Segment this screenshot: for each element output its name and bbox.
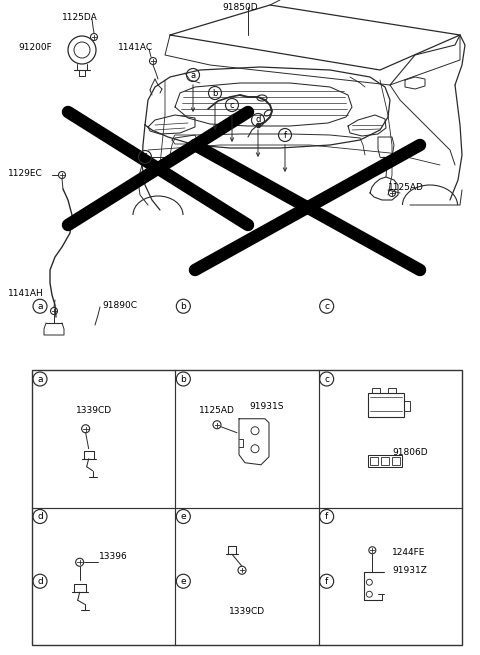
Bar (371, 457, 378, 465)
Bar (32, 370, 462, 645)
Text: b: b (180, 302, 186, 310)
Text: f: f (144, 153, 146, 162)
Text: 91850D: 91850D (222, 3, 258, 12)
Bar (392, 457, 400, 465)
Text: c: c (230, 100, 234, 109)
Text: 1339CD: 1339CD (229, 607, 265, 616)
Bar (368, 455, 402, 467)
Text: 1141AH: 1141AH (8, 288, 44, 297)
Text: a: a (37, 375, 43, 383)
Text: e: e (180, 512, 186, 521)
Text: f: f (284, 130, 287, 140)
Text: 91931S: 91931S (249, 402, 284, 411)
Text: 91200F: 91200F (18, 43, 52, 52)
Text: 91806D: 91806D (392, 448, 428, 457)
Text: 91931Z: 91931Z (392, 566, 427, 574)
Text: f: f (325, 577, 328, 586)
Text: 1129EC: 1129EC (8, 170, 43, 179)
Bar (404, 401, 410, 411)
Bar (388, 388, 396, 393)
Bar (381, 457, 389, 465)
Text: b: b (180, 375, 186, 383)
Text: d: d (37, 577, 43, 586)
Text: 1339CD: 1339CD (76, 406, 112, 415)
Text: 1141AC: 1141AC (118, 43, 153, 52)
Text: a: a (191, 71, 195, 79)
Text: b: b (212, 88, 218, 98)
Text: d: d (255, 115, 261, 124)
Text: c: c (324, 302, 329, 310)
Text: f: f (325, 512, 328, 521)
Text: c: c (324, 375, 329, 383)
Text: 1244FE: 1244FE (392, 548, 426, 557)
Bar (372, 388, 380, 393)
Text: 91890C: 91890C (102, 301, 137, 310)
Text: 1125DA: 1125DA (62, 14, 98, 22)
Bar (368, 393, 404, 417)
Text: a: a (37, 302, 43, 310)
Text: e: e (180, 577, 186, 586)
Text: 1125AD: 1125AD (388, 183, 424, 191)
Text: d: d (37, 512, 43, 521)
Text: 13396: 13396 (99, 552, 127, 561)
Text: 1125AD: 1125AD (199, 406, 235, 415)
